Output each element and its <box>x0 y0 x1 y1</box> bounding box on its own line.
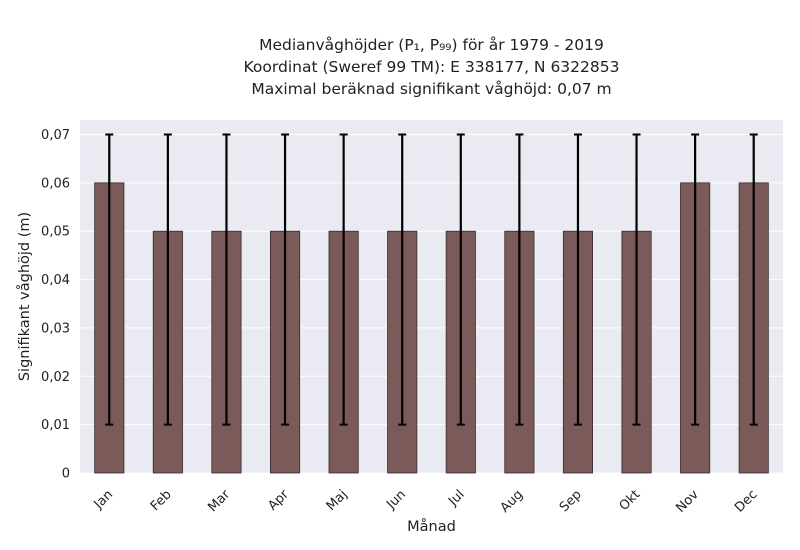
y-tick-label: 0,01 <box>41 418 70 433</box>
chart-title-line-2: Koordinat (Sweref 99 TM): E 338177, N 63… <box>243 58 620 76</box>
chart-title-line-3: Maximal beräknad signifikant våghöjd: 0,… <box>251 80 612 98</box>
y-tick-label: 0,02 <box>41 370 70 385</box>
error-bars <box>105 133 758 426</box>
error-bar-apr <box>281 133 290 426</box>
error-bar-dec <box>749 133 758 426</box>
error-bar-mar <box>222 133 231 426</box>
x-tick-label: Maj <box>324 487 351 514</box>
plot-area <box>80 120 783 473</box>
x-tick-label: Aug <box>498 487 527 516</box>
x-tick-label: Nov <box>673 487 702 516</box>
x-tick-label: Jun <box>383 487 409 513</box>
error-bar-aug <box>515 133 524 426</box>
chart-title-line-1: Medianvåghöjder (P₁, P₉₉) för år 1979 - … <box>259 36 604 54</box>
y-tick-label: 0,05 <box>41 225 70 240</box>
x-tick-label: Feb <box>148 487 175 514</box>
x-tick-label: Sep <box>557 487 585 515</box>
error-bar-feb <box>163 133 172 426</box>
x-axis-label: Månad <box>407 518 456 535</box>
grid-lines <box>80 134 783 474</box>
y-tick-label: 0 <box>62 467 70 482</box>
x-tick-label: Jul <box>445 487 467 509</box>
x-tick-label: Apr <box>265 487 292 514</box>
y-tick-label: 0,07 <box>41 128 70 143</box>
y-tick-label: 0,03 <box>41 321 70 336</box>
error-bar-nov <box>691 133 700 426</box>
error-bar-jul <box>456 133 465 426</box>
x-tick-label: Dec <box>732 487 760 515</box>
error-bar-jan <box>105 133 114 426</box>
error-bar-okt <box>632 133 641 426</box>
x-tick-labels: Jan Feb Mar Apr Maj Jun Jul Aug Sep Okt Nov Dec <box>91 487 761 516</box>
x-tick-label: Okt <box>617 487 644 514</box>
y-tick-label: 0,06 <box>41 176 70 191</box>
x-tick-label: Jan <box>91 487 116 512</box>
error-bar-maj <box>339 133 348 426</box>
x-tick-label: Mar <box>205 487 233 515</box>
error-bar-jun <box>398 133 407 426</box>
y-tick-labels: 0 0,01 0,02 0,03 0,04 0,05 0,06 0,07 <box>41 128 70 481</box>
y-axis-label: Signifikant våghöjd (m) <box>16 212 33 381</box>
error-bar-sep <box>573 133 582 426</box>
y-tick-label: 0,04 <box>41 273 70 288</box>
chart-title: Medianvåghöjder (P₁, P₉₉) för år 1979 - … <box>80 34 783 100</box>
